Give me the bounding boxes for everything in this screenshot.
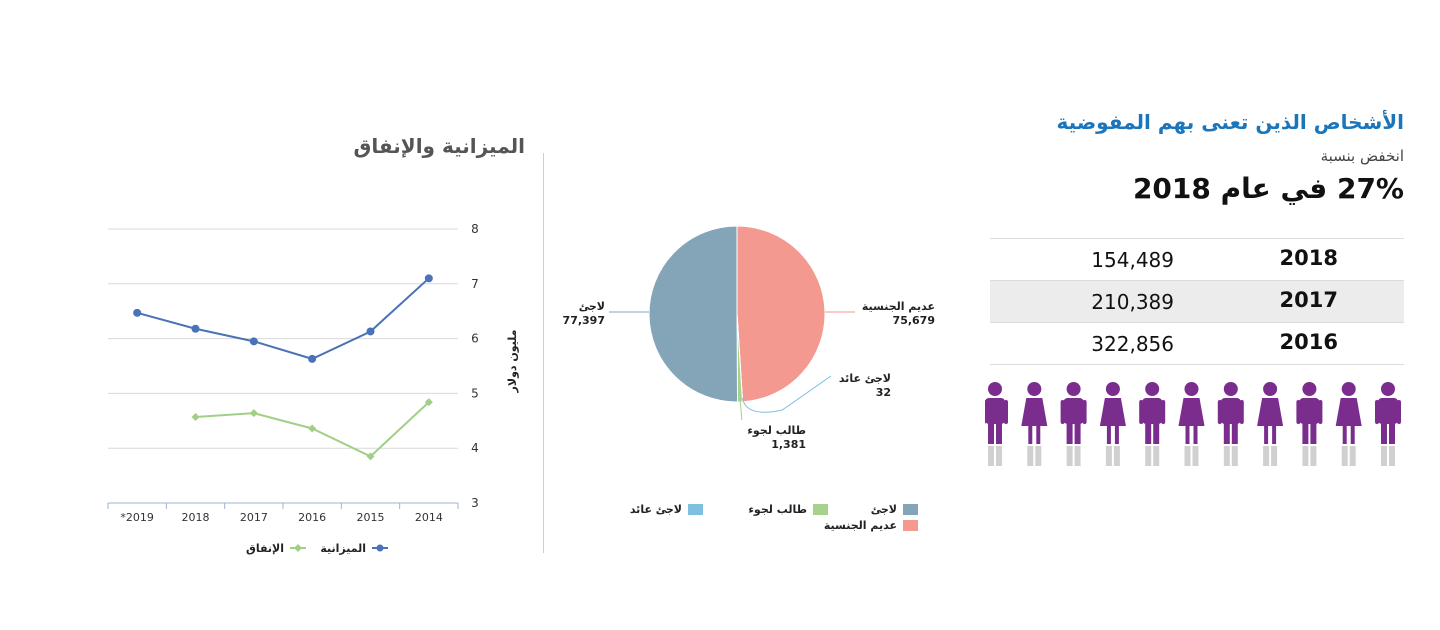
pie-slice-value: 75,679: [893, 314, 935, 327]
poc-row-2018: 2018 154,489: [990, 239, 1404, 281]
poc-value: 210,389: [1091, 290, 1174, 314]
poc-title: الأشخاص الذين تعنى بهم المفوضية: [1056, 110, 1404, 134]
person-male-icon: [1139, 382, 1166, 466]
pie-slice-label: طالب لجوء: [747, 424, 806, 437]
data-point: [366, 327, 375, 336]
budget-line-chart: 3 4 5 6 7 8 *2019 2018 2017 2016 2015 2014 مليون دول…: [107, 222, 519, 555]
poc-row-2017: 2017 210,389: [990, 281, 1404, 323]
pie-legend-label: طالب لجوء: [748, 503, 807, 516]
y-tick-label: 6: [471, 332, 479, 346]
pie-legend-label: لاجئ: [871, 503, 897, 516]
data-point: [249, 409, 258, 418]
line-legend-item: الميزانية: [320, 542, 388, 555]
x-tick-label: 2018: [182, 511, 210, 524]
pie-legend-item: لاجئ: [871, 503, 918, 516]
person-male-icon: [985, 382, 1008, 466]
pie-legend-swatch: [688, 504, 703, 515]
data-point: [308, 424, 317, 433]
y-tick-label: 7: [471, 277, 479, 291]
legend-label: الميزانية: [320, 542, 366, 555]
data-point: [133, 308, 142, 317]
legend-marker: [376, 544, 384, 552]
data-point: [191, 324, 200, 333]
person-male-icon: [1217, 382, 1244, 466]
pie-legend-swatch: [903, 520, 918, 531]
data-point: [424, 398, 433, 407]
x-tick-label: 2016: [298, 511, 326, 524]
series-line: [136, 277, 430, 360]
person-female-icon: [1021, 382, 1048, 466]
y-tick-label: 4: [471, 441, 479, 455]
data-point: [308, 354, 317, 363]
pie-slice-value: 32: [876, 386, 891, 399]
pie-legend-label: عديم الجنسية: [824, 519, 897, 532]
line-legend-item: الإنفاق: [246, 542, 306, 555]
pie-leader-line: [739, 397, 743, 421]
data-point: [249, 337, 258, 346]
data-point: [366, 452, 375, 461]
poc-headline: 27% في عام 2018: [1132, 172, 1404, 205]
person-female-icon: [1335, 382, 1362, 466]
x-tick-label: 2017: [240, 511, 268, 524]
pie-slice-value: 77,397: [563, 314, 605, 327]
poc-row-2016: 2016 322,856: [990, 323, 1404, 365]
person-male-icon: [1060, 382, 1087, 466]
pie-legend-item: عديم الجنسية: [824, 519, 918, 532]
pie-legend-swatch: [903, 504, 918, 515]
panel-divider: [543, 153, 544, 553]
pie-legend-item: طالب لجوء: [748, 503, 828, 516]
person-male-icon: [1296, 382, 1323, 466]
people-icons: [985, 382, 1401, 466]
person-female-icon: [1257, 382, 1284, 466]
pie-legend-label: لاجئ عائد: [630, 503, 682, 516]
poc-value: 154,489: [1091, 248, 1174, 272]
pie-leader-line: [741, 375, 832, 413]
pie-slice-value: 1,381: [771, 438, 806, 451]
line-chart-title: الميزانية والإنفاق: [353, 134, 525, 158]
data-point: [191, 412, 200, 421]
x-tick-label: 2015: [357, 511, 385, 524]
data-point: [424, 274, 433, 283]
pie-slice: [648, 225, 739, 403]
poc-value: 322,856: [1091, 332, 1174, 356]
pie-legend-item: لاجئ عائد: [630, 503, 703, 516]
y-tick-label: 8: [471, 222, 479, 236]
y-tick-label: 3: [471, 496, 479, 510]
poc-subtitle: انخفض بنسبة: [1320, 147, 1404, 165]
y-axis-label: مليون دولار: [506, 330, 519, 394]
pie-legend-swatch: [813, 504, 828, 515]
poc-year: 2018: [1279, 246, 1338, 270]
person-female-icon: [1178, 382, 1205, 466]
person-male-icon: [1375, 382, 1401, 466]
pie-slice-label: لاجئ: [579, 300, 605, 313]
x-tick-label: *2019: [120, 511, 154, 524]
people-icons-row: [985, 380, 1405, 470]
pie-slice: [736, 225, 826, 403]
poc-table: 2018 154,489 2017 210,389 2016 322,856: [990, 238, 1404, 365]
legend-label: الإنفاق: [246, 542, 284, 555]
pie-slice-label: عديم الجنسية: [862, 300, 935, 313]
poc-year: 2017: [1279, 288, 1338, 312]
person-female-icon: [1099, 382, 1126, 466]
y-tick-label: 5: [471, 386, 479, 400]
x-tick-label: 2014: [415, 511, 443, 524]
legend-marker: [294, 544, 302, 552]
pie-slice-label: لاجئ عائد: [839, 372, 891, 385]
poc-year: 2016: [1279, 330, 1338, 354]
